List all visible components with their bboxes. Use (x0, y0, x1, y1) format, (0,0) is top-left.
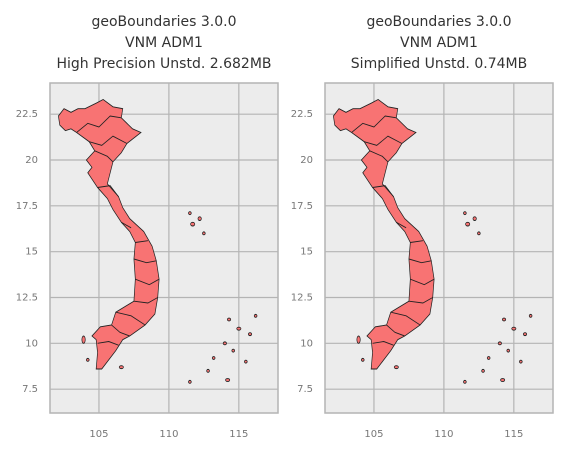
y-tick-label: 15 (25, 247, 38, 258)
y-tick-label: 22.5 (16, 109, 38, 120)
y-tick-label: 7.5 (297, 384, 313, 395)
y-tick-label: 17.5 (16, 201, 38, 212)
x-tick-label: 110 (159, 429, 178, 440)
chart-title: VNM ADM1 (125, 35, 203, 51)
x-tick-label: 115 (229, 429, 248, 440)
y-tick-label: 10 (25, 338, 38, 349)
y-tick-label: 20 (25, 155, 38, 166)
y-tick-label: 10 (300, 338, 313, 349)
y-tick-label: 20 (300, 155, 313, 166)
x-tick-label: 105 (364, 429, 383, 440)
chart-title: High Precision Unstd. 2.682MB (57, 56, 272, 72)
x-tick-label: 110 (434, 429, 453, 440)
plot-frame (49, 82, 279, 414)
y-tick-label: 17.5 (291, 201, 313, 212)
y-tick-label: 15 (300, 247, 313, 258)
plot-frame (324, 82, 554, 414)
chart-title: geoBoundaries 3.0.0 (366, 14, 511, 30)
chart-title: geoBoundaries 3.0.0 (91, 14, 236, 30)
chart-title: VNM ADM1 (400, 35, 478, 51)
x-tick-label: 105 (89, 429, 108, 440)
chart-title: Simplified Unstd. 0.74MB (351, 56, 527, 72)
y-tick-label: 22.5 (291, 109, 313, 120)
y-tick-label: 12.5 (291, 293, 313, 304)
y-tick-label: 12.5 (16, 293, 38, 304)
y-tick-label: 7.5 (22, 384, 38, 395)
x-tick-label: 115 (504, 429, 523, 440)
